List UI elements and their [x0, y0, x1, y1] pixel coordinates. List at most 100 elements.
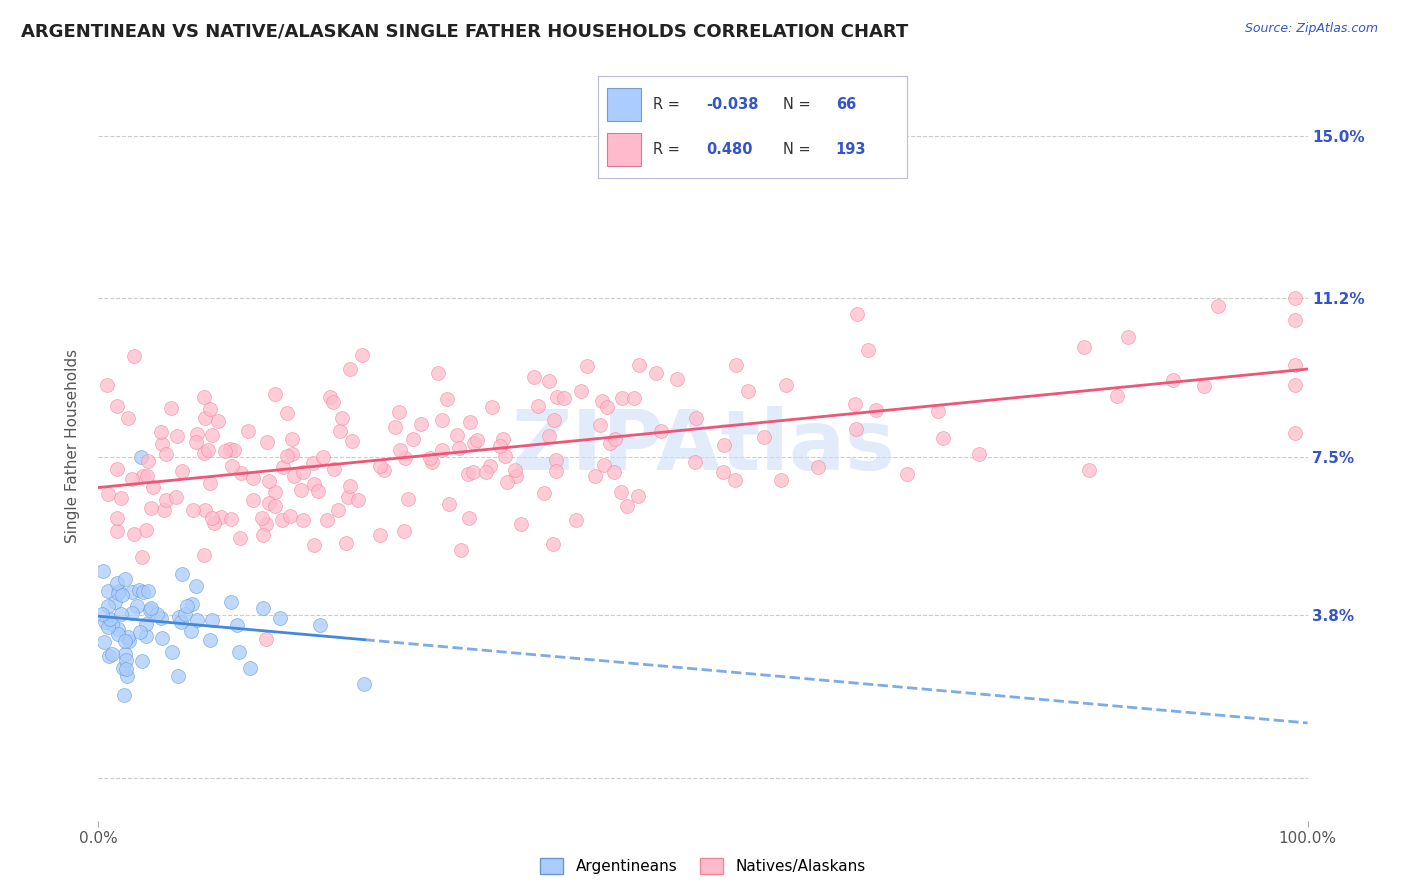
Point [131, 549, 153, 564]
Point [370, 527, 392, 541]
Point [280, 508, 302, 523]
Point [538, 429, 561, 443]
Point [527, 400, 550, 414]
Point [724, 473, 747, 487]
Point [250, 511, 273, 525]
Point [340, 434, 363, 449]
Point [93, 635, 115, 649]
Point [125, 599, 148, 613]
Point [201, 510, 224, 524]
Point [666, 372, 689, 386]
Point [769, 473, 792, 487]
Point [304, 476, 326, 491]
Point [271, 513, 294, 527]
Point [564, 513, 586, 527]
Point [200, 475, 222, 490]
Point [319, 390, 342, 404]
Point [458, 415, 481, 429]
Point [461, 465, 484, 479]
Point [115, 662, 138, 676]
Point [337, 490, 360, 504]
Point [754, 430, 776, 444]
Point [150, 611, 173, 625]
Point [231, 466, 253, 480]
Point [330, 410, 353, 425]
Point [856, 343, 879, 358]
Point [107, 627, 129, 641]
Point [446, 428, 468, 442]
Point [463, 436, 485, 450]
Point [737, 384, 759, 399]
Point [193, 548, 215, 562]
Point [105, 524, 128, 538]
Point [242, 493, 264, 508]
Point [180, 624, 202, 639]
Point [110, 491, 132, 506]
Point [596, 400, 619, 414]
Point [339, 362, 361, 376]
Point [465, 433, 488, 447]
Point [505, 463, 527, 477]
Point [427, 366, 450, 380]
Point [329, 424, 352, 438]
Point [181, 597, 204, 611]
Point [201, 428, 224, 442]
Point [219, 442, 242, 457]
Point [105, 399, 128, 413]
Point [219, 512, 242, 526]
Point [105, 462, 128, 476]
Point [135, 523, 157, 537]
Point [373, 463, 395, 477]
Text: ZIPAtlas: ZIPAtlas [510, 406, 896, 486]
Point [239, 660, 262, 674]
Point [402, 432, 425, 446]
Point [315, 513, 337, 527]
Text: R =: R = [654, 97, 685, 112]
Point [141, 600, 163, 615]
Point [302, 538, 325, 552]
Point [384, 419, 406, 434]
Point [263, 499, 285, 513]
Point [146, 607, 169, 621]
Point [1077, 463, 1099, 477]
Text: -0.038: -0.038 [706, 97, 758, 112]
Y-axis label: Single Father Households: Single Father Households [65, 349, 80, 543]
Point [186, 427, 208, 442]
Point [489, 439, 512, 453]
Point [201, 613, 224, 627]
Point [176, 599, 198, 614]
Point [322, 395, 344, 409]
Point [271, 459, 294, 474]
Point [97, 620, 120, 634]
Text: 66: 66 [835, 97, 856, 112]
Point [352, 348, 374, 362]
Point [197, 442, 219, 457]
Point [228, 645, 250, 659]
Point [685, 455, 707, 469]
Point [153, 503, 176, 517]
Point [291, 513, 314, 527]
Point [135, 616, 157, 631]
Point [932, 431, 955, 445]
Point [292, 466, 315, 480]
Point [280, 447, 302, 461]
Point [112, 688, 135, 702]
Point [107, 586, 129, 600]
Point [326, 503, 349, 517]
Point [105, 511, 128, 525]
Point [685, 411, 707, 425]
Point [121, 472, 143, 486]
Point [1284, 313, 1306, 327]
Point [214, 444, 236, 458]
Point [91, 607, 114, 621]
Point [117, 630, 139, 644]
Point [91, 564, 114, 578]
Point [166, 429, 188, 443]
Text: N =: N = [783, 97, 815, 112]
Point [172, 566, 194, 581]
Point [844, 397, 866, 411]
Point [186, 613, 208, 627]
Point [396, 492, 419, 507]
Point [139, 500, 162, 515]
Point [543, 413, 565, 427]
